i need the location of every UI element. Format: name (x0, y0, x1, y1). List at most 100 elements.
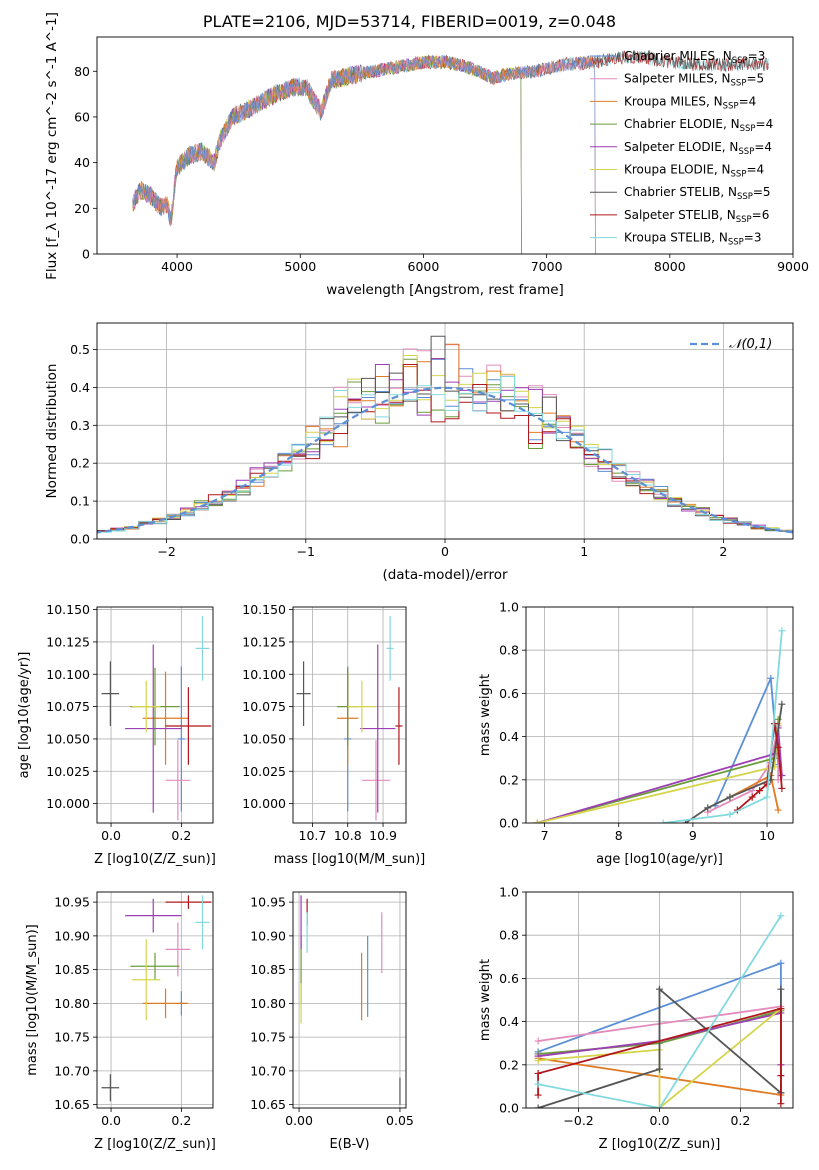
data-point (726, 810, 734, 818)
y-tick-label: 0.4 (70, 380, 90, 395)
x-tick-label: −1 (297, 544, 315, 559)
axes-frame (292, 606, 407, 824)
x-tick-label: 9 (689, 828, 697, 843)
x-tick-label: 8 (615, 828, 623, 843)
y-tick-label: 10.100 (46, 667, 90, 682)
x-axis-label: age [log10(age/yr)] (596, 852, 723, 867)
y-tick-label: 10.150 (46, 602, 90, 617)
plot-area (300, 895, 401, 1105)
x-tick-label: 6000 (408, 259, 440, 274)
panel-age-vs-Z: 0.0 0.2 10.000 10.025 10.050 10.075 10.100 10.1… (17, 602, 216, 867)
legend-label: Kroupa MILES, NSSP=4 (624, 94, 756, 111)
x-tick-label: 10.9 (369, 828, 397, 843)
x-tick-label: 7 (541, 828, 549, 843)
spectrum-line (132, 54, 596, 254)
panel-mass-vs-ebv: 0.00 0.05 10.65 10.70 10.75 10.80 10.85 10.90 10… (250, 891, 414, 1152)
axes-frame (525, 891, 794, 1109)
panel-spectrum: 4000 5000 6000 7000 8000 9000 0 20 40 60 80 wavelen… (44, 12, 809, 298)
y-tick-label: 10.65 (250, 1097, 286, 1112)
data-point (778, 771, 786, 779)
x-tick-label: 10.8 (334, 828, 362, 843)
y-tick-label: 10.80 (54, 996, 90, 1011)
y-axis-label: mass [log10(M/M_sun)] (25, 924, 40, 1076)
legend-label: Chabrier MILES, NSSP=3 (624, 49, 765, 66)
mass-weight-line (663, 630, 783, 823)
y-tick-label: 10.90 (54, 928, 90, 943)
x-tick-label: 0.0 (101, 828, 121, 843)
x-tick-label: 7000 (531, 259, 563, 274)
y-tick-label: 10.125 (242, 634, 286, 649)
y-tick-label: 0.2 (499, 772, 519, 787)
y-tick-label: 10.85 (54, 962, 90, 977)
x-tick-label: −0.2 (563, 1113, 593, 1128)
panel-residual-histogram: −2 −1 0 1 2 0.0 0.1 0.2 0.3 0.4 0.5 𝒩(0,1) (data-mod… (44, 322, 794, 583)
data-point (534, 1091, 542, 1099)
x-tick-label: 10.7 (299, 828, 327, 843)
y-tick-label: 10.95 (250, 895, 286, 910)
x-tick-label: 0.0 (650, 1113, 670, 1128)
plot-area (533, 627, 786, 823)
y-tick-label: 10.80 (250, 996, 286, 1011)
panel-mass-weight-vs-age: 7 8 9 10 0.0 0.2 0.4 0.6 0.8 1.0 age [log10(age/yr… (478, 600, 794, 867)
x-tick-label: 0.2 (171, 828, 191, 843)
y-tick-label: 0.0 (499, 1101, 519, 1116)
histogram-step (97, 376, 793, 534)
y-axis-label: mass weight (478, 959, 493, 1041)
data-point (704, 804, 712, 812)
y-tick-label: 10.000 (242, 796, 286, 811)
mass-weight-line (537, 915, 782, 1108)
y-tick-label: 10.075 (46, 699, 90, 714)
data-point (533, 819, 541, 823)
y-tick-label: 10.150 (242, 602, 286, 617)
y-tick-label: 10.050 (46, 731, 90, 746)
y-tick-label: 1.0 (499, 885, 519, 900)
data-point (726, 793, 734, 801)
x-axis-label: Z [log10(Z/Z_sun)] (599, 1137, 721, 1152)
y-tick-label: 10.125 (46, 634, 90, 649)
data-point (777, 959, 785, 967)
legend-label: Salpeter STELIB, NSSP=6 (624, 208, 769, 225)
x-tick-label: −2 (157, 544, 175, 559)
y-tick-label: 1.0 (499, 600, 519, 615)
y-tick-label: 10.000 (46, 796, 90, 811)
y-tick-label: 0.3 (70, 418, 90, 433)
data-point (777, 1005, 785, 1013)
y-tick-label: 0.5 (70, 342, 90, 357)
y-tick-label: 10.70 (250, 1063, 286, 1078)
panel-age-vs-mass: 10.7 10.8 10.9 10.000 10.025 10.050 10.075 10.1… (242, 602, 425, 867)
data-point (656, 985, 663, 993)
y-tick-label: 20 (74, 201, 90, 216)
data-point (767, 674, 775, 682)
x-tick-label: 0.00 (285, 1113, 313, 1128)
y-tick-label: 0.6 (499, 686, 519, 701)
y-axis-label: Normed distribution (44, 364, 60, 499)
plot-area (101, 895, 212, 1102)
y-tick-label: 10.050 (242, 731, 286, 746)
data-point (534, 1080, 542, 1088)
x-tick-label: 2 (719, 544, 727, 559)
y-tick-label: 0.6 (499, 971, 519, 986)
data-point (534, 1037, 542, 1045)
x-tick-label: 0 (441, 544, 449, 559)
data-point (659, 819, 667, 823)
y-tick-label: 10.75 (250, 1030, 286, 1045)
y-tick-label: 10.75 (54, 1030, 90, 1045)
y-tick-label: 10.100 (242, 667, 286, 682)
x-tick-label: 0.05 (386, 1113, 414, 1128)
legend-label: Kroupa STELIB, NSSP=3 (624, 231, 762, 248)
y-tick-label: 0.2 (499, 1057, 519, 1072)
data-point (777, 1072, 785, 1080)
x-axis-label: mass [log10(M/M_sun)] (274, 852, 426, 867)
data-point (656, 1065, 663, 1073)
x-axis-label: Z [log10(Z/Z_sun)] (94, 852, 216, 867)
x-tick-label: 0.2 (730, 1113, 750, 1128)
y-tick-label: 10.65 (54, 1097, 90, 1112)
mass-weight-line (536, 719, 780, 823)
plot-area (101, 616, 212, 821)
x-axis-label: wavelength [Angstrom, rest frame] (326, 282, 564, 298)
x-axis-label: Z [log10(Z/Z_sun)] (94, 1137, 216, 1152)
legend-label: 𝒩(0,1) (729, 337, 772, 352)
x-tick-label: 1 (580, 544, 588, 559)
legend-label: Salpeter ELODIE, NSSP=4 (624, 140, 772, 157)
